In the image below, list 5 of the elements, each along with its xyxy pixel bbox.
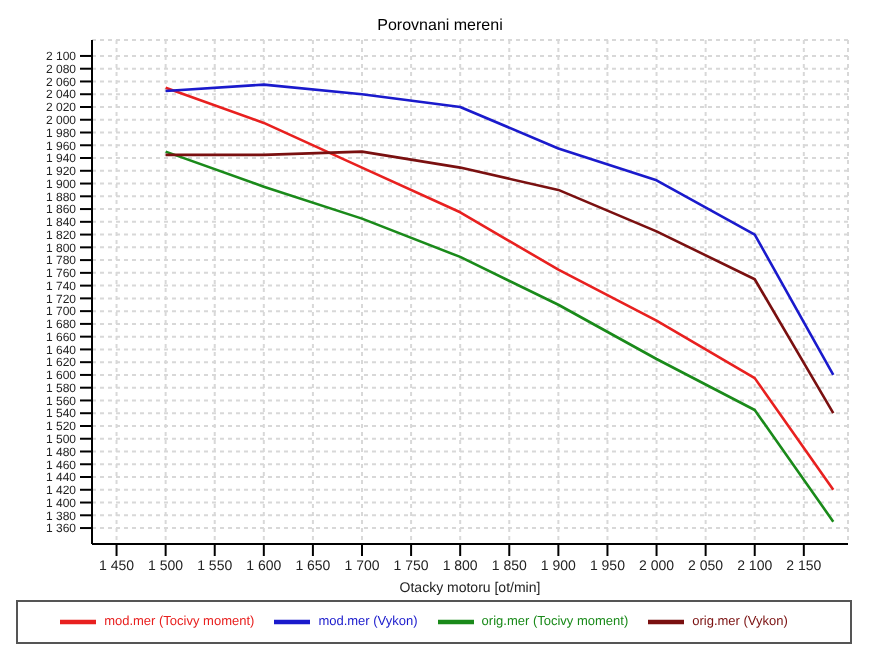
line-series: [164, 86, 835, 492]
chart-title: Porovnani mereni: [375, 16, 505, 36]
line-series: [164, 150, 835, 415]
line-series: [164, 150, 835, 523]
line-series: [164, 83, 835, 377]
